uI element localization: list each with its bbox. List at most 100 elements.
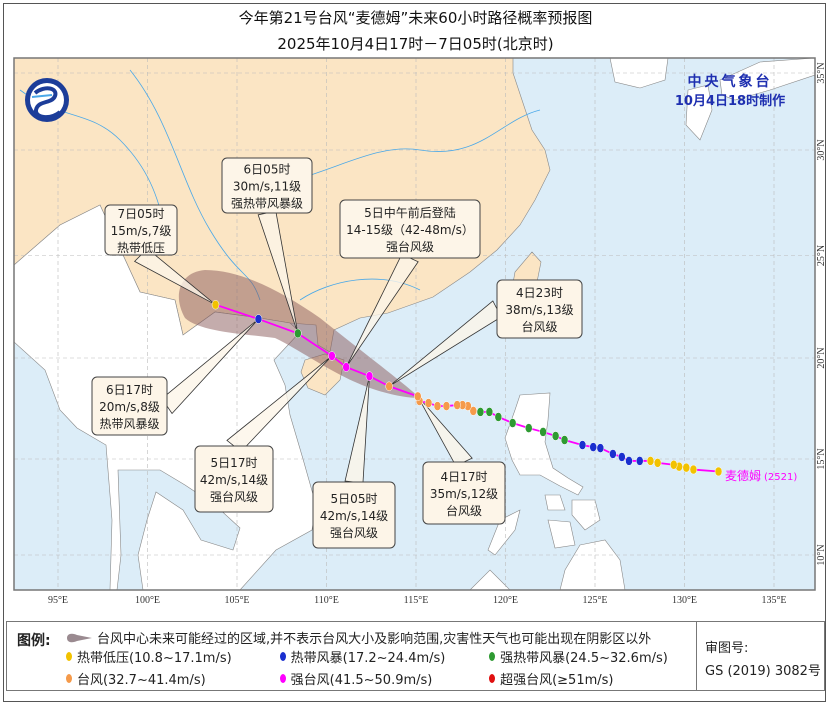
lat-tick-label: 15°N <box>816 448 827 469</box>
legend-item-label: 超强台风(≥51m/s) <box>500 673 614 688</box>
typhoon-name: 麦德姆 <box>725 468 761 483</box>
callout-level: 热带风暴级 <box>99 417 159 431</box>
past-track-point-typhoon <box>453 400 461 410</box>
callout-box <box>496 279 583 339</box>
callout-time: 6日05时 <box>244 163 291 177</box>
forecast-point-severe-tropical-storm <box>294 328 302 339</box>
map-subtitle: 2025年10月4日17时－7日05时(北京时) <box>277 35 554 53</box>
callout-wind: 42m/s,14级 <box>200 473 268 487</box>
past-track-point-typhoon <box>469 406 478 416</box>
past-track-point-severe-tropical-storm <box>525 423 533 433</box>
legend-item-tropical-storm: 热带风暴(17.2~24.4m/s) <box>279 647 446 666</box>
callout-time: 7日05时 <box>118 207 165 221</box>
forecast-point-tropical-depression <box>211 299 220 310</box>
typhoon-symbol-icon <box>65 674 72 683</box>
typhoon-name-label: 麦德姆 (2521) <box>725 468 797 483</box>
lon-tick-label: 110°E <box>314 595 339 606</box>
past-track-point-tropical-depression <box>689 464 698 475</box>
past-track-point-tropical-depression <box>646 456 655 466</box>
callout-level: 热带低压 <box>117 241 165 255</box>
land-japan <box>685 58 815 141</box>
past-track-point-tropical-storm <box>589 442 597 452</box>
lat-tick-label: 20°N <box>816 347 827 368</box>
typhoon-symbol-icon <box>489 652 496 661</box>
lon-tick-label: 95°E <box>48 595 68 606</box>
lon-tick-label: 105°E <box>224 595 249 606</box>
callout-wind: 42m/s,14级 <box>320 509 388 523</box>
callout-wind: 15m/s,7级 <box>111 224 172 238</box>
callout-level: 强热带风暴级 <box>231 197 303 211</box>
map-title: 今年第21号台风“麦德姆”未来60小时路径概率预报图 <box>238 9 593 27</box>
legend-header: 图例: <box>17 633 51 649</box>
past-track-point-severe-tropical-storm <box>494 412 503 422</box>
past-track-point-severe-tropical-storm <box>539 427 547 437</box>
past-track-point-tropical-depression <box>714 466 723 477</box>
callout-box <box>104 204 178 256</box>
typhoon-symbol-icon <box>279 652 286 661</box>
callout-box <box>91 376 168 436</box>
past-track-point-tropical-depression <box>682 462 691 473</box>
callout-wind: 35m/s,12级 <box>430 487 498 501</box>
lon-tick-label: 120°E <box>493 595 518 606</box>
forecast-point-tropical-storm <box>254 314 263 324</box>
callout-time: 6日17时 <box>106 383 153 397</box>
callout-box <box>339 199 481 259</box>
forecast-callout: 5日中午前后登陆 14-15级（42-48m/s） 强台风级 <box>339 199 481 368</box>
lon-tick-label: 130°E <box>672 595 697 606</box>
typhoon-symbol-icon <box>279 674 286 683</box>
legend-item-severe-typhoon: 强台风(41.5~50.9m/s) <box>279 669 433 688</box>
past-track-point-tropical-storm <box>596 443 605 453</box>
lon-tick-label: 115°E <box>404 595 429 606</box>
past-track-point-tropical-storm <box>636 456 644 466</box>
land-philippines <box>487 392 626 590</box>
legend-item-label: 热带风暴(17.2~24.4m/s) <box>290 651 446 666</box>
lon-tick-label: 135°E <box>761 595 786 606</box>
callout-level: 台风级 <box>521 319 557 334</box>
past-track-point-severe-tropical-storm <box>476 407 485 417</box>
legend: 图例: 台风中心未来可能经过的区域,并不表示台风大小及影响范围,灾害性天气也可能… <box>6 621 825 691</box>
callout-level: 强台风级 <box>386 239 434 254</box>
callout-time: 4日17时 <box>441 470 488 484</box>
lat-tick-label: 30°N <box>816 139 827 160</box>
callout-time: 5日17时 <box>211 456 258 470</box>
past-track-point-typhoon <box>424 398 433 408</box>
cma-logo <box>25 78 69 122</box>
callout-wind: 30m/s,11级 <box>233 180 301 194</box>
land-borneo <box>469 569 511 590</box>
cone-swatch-icon <box>67 633 92 642</box>
past-track-point-tropical-storm <box>609 449 617 459</box>
callout-time: 5日中午前后登陆 <box>364 205 456 220</box>
legend-cone-text: 台风中心未来可能经过的区域,并不表示台风大小及影响范围,灾害性天气也可能出现在阴… <box>97 632 652 647</box>
agency-name: 中央气象台 <box>688 73 773 90</box>
legend-cone: 台风中心未来可能经过的区域,并不表示台风大小及影响范围,灾害性天气也可能出现在阴… <box>65 628 651 647</box>
review-label: 审图号: <box>705 641 749 656</box>
legend-item-tropical-depression: 热带低压(10.8~17.1m/s) <box>65 647 232 666</box>
forecast-point-severe-typhoon <box>365 371 374 381</box>
past-track-point-severe-tropical-storm <box>551 431 560 441</box>
map-border <box>13 57 816 591</box>
callout-level: 强台风级 <box>210 489 258 504</box>
lon-tick-label: 100°E <box>135 595 160 606</box>
past-track-point-severe-tropical-storm <box>560 435 569 445</box>
typhoon-code: (2521) <box>764 472 797 483</box>
past-track-point-tropical-storm <box>618 452 626 462</box>
past-track-point-typhoon <box>433 401 442 411</box>
lat-tick-label: 10°N <box>816 544 827 565</box>
callout-wind: 38m/s,13级 <box>505 303 573 317</box>
callout-time: 4日23时 <box>516 286 563 300</box>
callout-time: 5日05时 <box>331 492 378 506</box>
callout-box <box>194 445 274 513</box>
legend-item-label: 强台风(41.5~50.9m/s) <box>290 673 433 688</box>
legend-item-label: 强热带风暴(24.5~32.6m/s) <box>500 651 668 666</box>
lat-tick-label: 25°N <box>816 245 827 266</box>
callout-box <box>221 157 313 214</box>
past-track-point-tropical-depression <box>653 458 662 468</box>
past-track-point-tropical-storm <box>625 456 633 466</box>
